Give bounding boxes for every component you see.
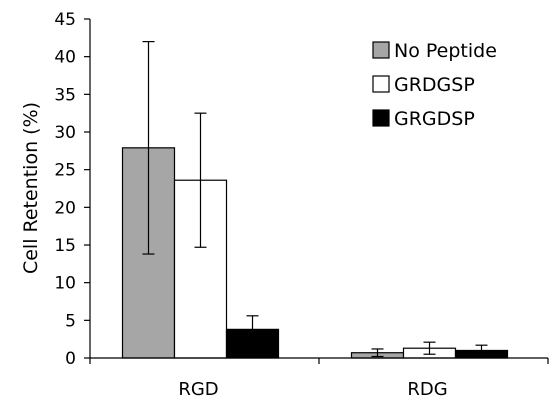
- x-category-label: RGD: [178, 379, 218, 400]
- y-tick-label: 40: [54, 48, 76, 68]
- legend-swatch: [372, 75, 390, 93]
- legend-swatch: [372, 109, 390, 127]
- x-category-ticks: [89, 358, 549, 364]
- y-axis-title: Cell Retention (%): [20, 102, 42, 274]
- legend: No Peptide GRDGSP GRGDSP: [372, 40, 497, 130]
- x-category-label: RDG: [407, 379, 447, 400]
- legend-label: GRGDSP: [394, 108, 475, 130]
- bars: [121, 147, 509, 359]
- y-tick-label: 20: [54, 198, 76, 218]
- y-tick-label: 10: [54, 274, 76, 294]
- legend-label: GRDGSP: [394, 74, 475, 96]
- error-bars: [142, 40, 488, 358]
- y-ticks: 0 5 10 15 20 25 30 35 40 45: [54, 10, 90, 369]
- x-category-labels: RGD RDG: [178, 379, 447, 400]
- y-tick-label: 35: [54, 85, 76, 105]
- y-tick-label: 30: [54, 123, 76, 143]
- y-tick-label: 25: [54, 161, 76, 181]
- y-tick-label: 15: [54, 236, 76, 256]
- y-tick-label: 45: [54, 10, 76, 30]
- legend-label: No Peptide: [394, 40, 497, 62]
- y-tick-label: 0: [65, 349, 76, 369]
- y-tick-label: 5: [65, 311, 76, 331]
- legend-swatch: [372, 41, 390, 59]
